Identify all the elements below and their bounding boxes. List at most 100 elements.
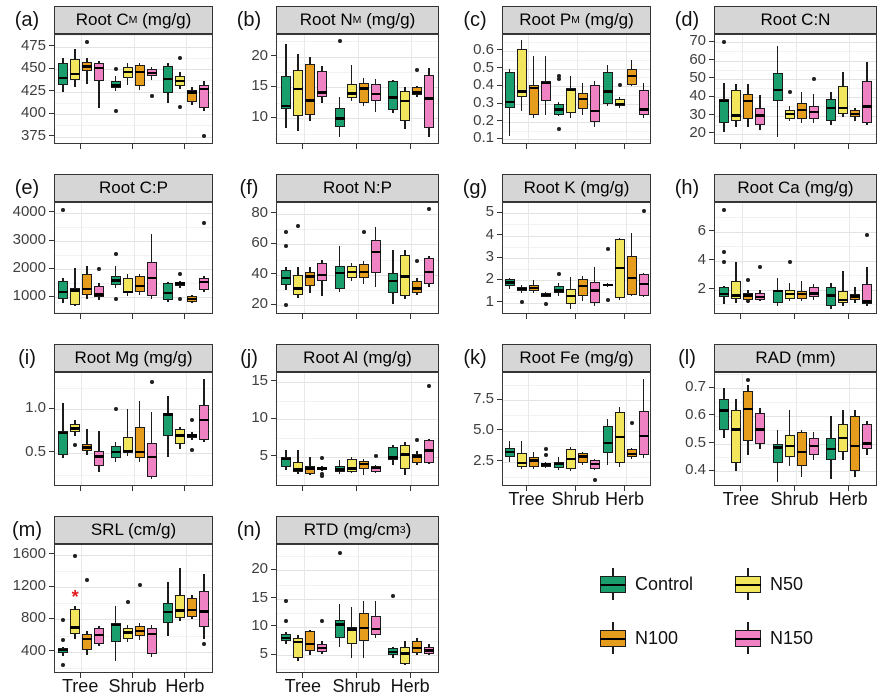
y-tick-mark bbox=[709, 40, 714, 42]
median-line bbox=[358, 87, 369, 90]
box-n100-tree bbox=[304, 631, 315, 651]
x-tick-mark bbox=[526, 314, 527, 319]
median-line bbox=[334, 623, 345, 626]
median-line bbox=[292, 640, 303, 644]
x-axis-c bbox=[502, 144, 651, 168]
median-line bbox=[388, 456, 399, 459]
y-tick-label: 7.5 bbox=[473, 390, 494, 408]
outlier-dot bbox=[721, 208, 726, 213]
x-axis-d bbox=[714, 144, 877, 168]
panel-n: (n) RTD (mg/cm 3) 5 10 15 20 Tree Shrub Herb bbox=[222, 510, 448, 697]
outlier-dot bbox=[113, 67, 118, 72]
panel-title-part: Root N:P bbox=[323, 178, 392, 197]
box-n100-shrub bbox=[796, 432, 807, 466]
y-tick-label: 800 bbox=[20, 609, 46, 627]
box-n100-herb bbox=[626, 449, 637, 457]
vertical-gridline bbox=[849, 203, 851, 313]
panel-d: (d) Root C:N 20 30 40 50 60 70 bbox=[660, 0, 886, 168]
median-line bbox=[838, 107, 849, 110]
box-n50-herb bbox=[838, 291, 849, 303]
y-tick-mark bbox=[49, 135, 54, 137]
median-line bbox=[553, 289, 564, 292]
median-line bbox=[358, 626, 369, 630]
x-axis-l: Tree Shrub Herb bbox=[714, 486, 877, 510]
x-tick-mark bbox=[740, 486, 742, 491]
y-axis-n: 5 10 15 20 bbox=[222, 544, 276, 673]
outlier-dot bbox=[745, 299, 750, 304]
whisker-line bbox=[86, 429, 88, 455]
box-n50-herb bbox=[838, 86, 849, 114]
median-line bbox=[742, 407, 753, 411]
outlier-dot bbox=[177, 56, 182, 61]
y-tick-label: 1200 bbox=[12, 577, 46, 595]
x-axis-a bbox=[54, 144, 213, 168]
box-n50-herb bbox=[614, 98, 625, 106]
median-line bbox=[540, 81, 551, 84]
median-line bbox=[626, 74, 637, 77]
box-n100-herb bbox=[186, 598, 197, 617]
y-tick-label: 15 bbox=[251, 588, 268, 606]
vertical-gridline bbox=[527, 35, 529, 143]
median-line bbox=[730, 428, 741, 431]
x-tick-mark bbox=[740, 144, 742, 149]
panel-title-part: Root C bbox=[75, 10, 129, 29]
median-line bbox=[742, 294, 753, 297]
vertical-gridline bbox=[411, 373, 413, 485]
median-line bbox=[718, 99, 729, 103]
plot-area-l bbox=[714, 372, 877, 486]
y-tick-mark bbox=[709, 95, 714, 97]
y-tick-mark bbox=[271, 625, 276, 627]
outlier-dot bbox=[61, 208, 66, 213]
y-tick-label: 80 bbox=[251, 203, 268, 221]
median-line bbox=[516, 90, 527, 93]
whisker-line bbox=[309, 456, 311, 476]
outlier-dot bbox=[373, 453, 378, 458]
median-line bbox=[400, 99, 411, 103]
y-tick-label: 0.6 bbox=[473, 40, 494, 58]
box-n150-shrub bbox=[370, 84, 381, 102]
median-line bbox=[82, 637, 93, 641]
y-tick-label: 5 bbox=[259, 645, 268, 663]
median-line bbox=[540, 463, 551, 466]
y-tick-label: 0.7 bbox=[685, 378, 706, 396]
x-axis-n: Tree Shrub Herb bbox=[276, 673, 439, 697]
box-n50-tree bbox=[292, 70, 303, 117]
x-tick-mark bbox=[79, 486, 81, 491]
x-tick-mark bbox=[132, 486, 133, 491]
panel-title-part: ) bbox=[405, 520, 412, 539]
vertical-gridline bbox=[357, 545, 359, 672]
outlier-dot bbox=[283, 303, 288, 308]
panel-title-part: Root P bbox=[519, 10, 572, 29]
y-tick-label: 375 bbox=[20, 126, 46, 144]
median-line bbox=[772, 290, 783, 293]
y-tick-label: 0.1 bbox=[473, 129, 494, 147]
median-line bbox=[577, 97, 588, 100]
box-n50-herb bbox=[174, 429, 185, 445]
box-n100-herb bbox=[412, 87, 423, 95]
median-line bbox=[424, 97, 435, 100]
vertical-gridline bbox=[133, 545, 135, 672]
box-n50-shrub bbox=[122, 437, 133, 453]
x-category-label-tree: Tree bbox=[61, 676, 99, 696]
box-n150-herb bbox=[862, 424, 873, 450]
vertical-gridline bbox=[576, 203, 578, 313]
panel-title-j: Root Al (mg/g) bbox=[276, 344, 439, 372]
median-line bbox=[504, 101, 515, 104]
outlier-dot bbox=[283, 230, 288, 235]
vertical-gridline bbox=[133, 373, 135, 485]
box-n100-tree bbox=[528, 456, 539, 467]
box-n50-tree bbox=[516, 453, 527, 467]
outlier-dot bbox=[391, 593, 396, 598]
box-n100-tree bbox=[528, 84, 539, 115]
box-n150-herb bbox=[198, 405, 209, 440]
median-line bbox=[862, 442, 873, 445]
y-tick-label: 2000 bbox=[12, 259, 46, 277]
median-line bbox=[198, 610, 209, 613]
x-axis-b bbox=[276, 144, 439, 168]
box-n150-herb bbox=[198, 591, 209, 628]
outlier-dot bbox=[415, 259, 420, 264]
y-tick-label: 0.5 bbox=[473, 58, 494, 76]
median-line bbox=[388, 96, 399, 99]
